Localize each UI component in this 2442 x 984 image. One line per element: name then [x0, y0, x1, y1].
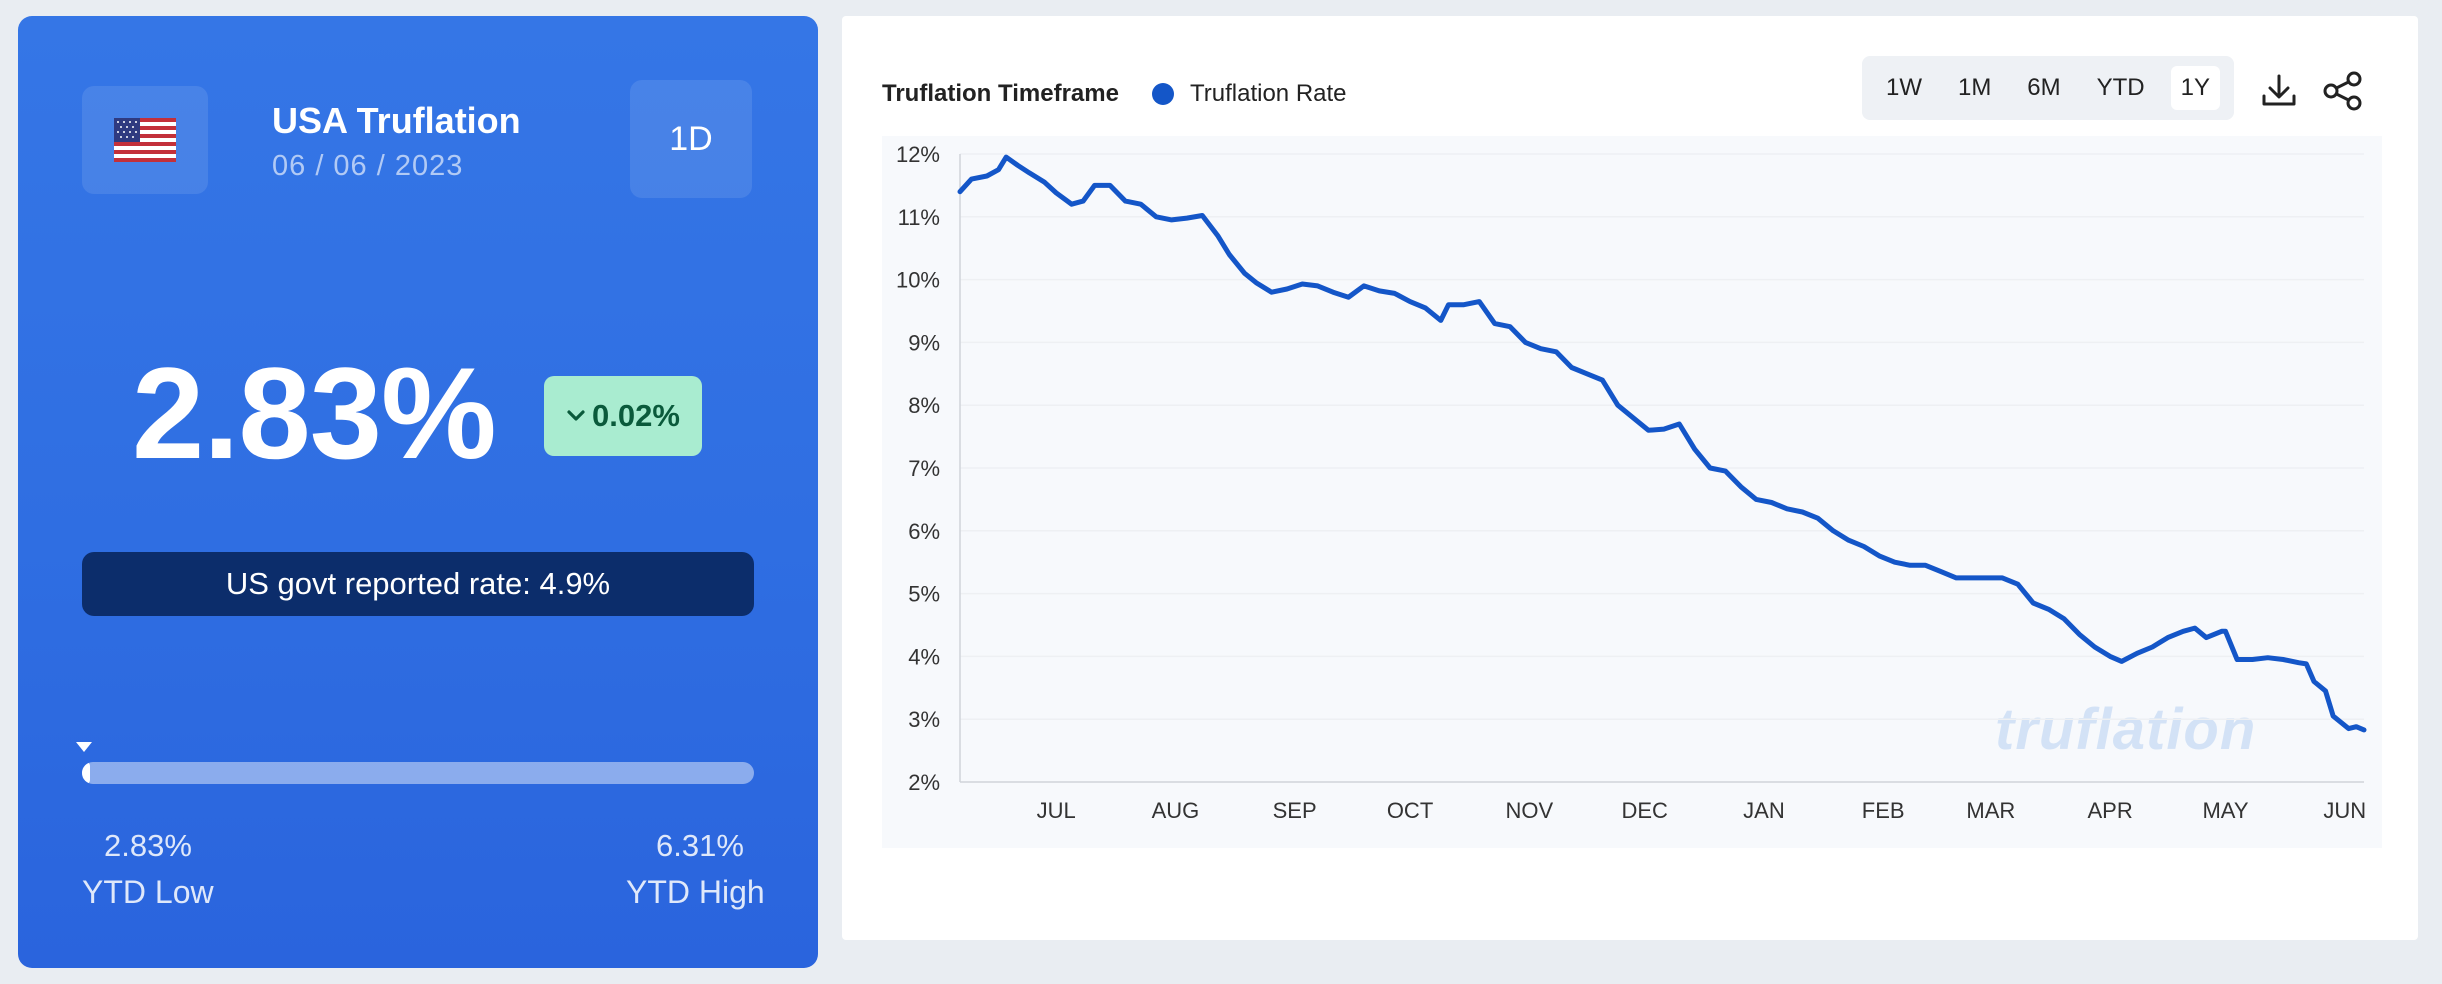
timeframe-1m[interactable]: 1M: [1957, 74, 1992, 101]
ytd-range-track: [82, 762, 754, 784]
y-tick-label: 11%: [898, 205, 940, 230]
ytd-low-label: YTD Low: [82, 874, 214, 910]
y-tick-label: 7%: [908, 456, 940, 481]
x-tick-label: MAR: [1966, 798, 2015, 823]
y-tick-label: 6%: [908, 519, 940, 544]
x-tick-label: JUL: [1037, 798, 1076, 823]
x-tick-label: MAY: [2203, 798, 2249, 823]
chevron-down-icon: [567, 410, 585, 421]
line-chart: 12% 11% 10% 9% 8% 7% 6% 5% 4% 3% 2% JUL AUG SEP OCT NOV…: [896, 142, 2367, 823]
y-tick-label: 10%: [896, 268, 940, 293]
range-marker-icon: [76, 742, 92, 752]
truflation-rate-line: [957, 154, 2367, 733]
x-tick-label: FEB: [1862, 798, 1905, 823]
share-icon[interactable]: [2320, 68, 2366, 114]
current-rate: 2.83%: [132, 340, 497, 486]
timeframe-1w[interactable]: 1W: [1885, 74, 1922, 101]
ytd-low-value: 2.83%: [104, 828, 192, 863]
y-tick-label: 3%: [908, 707, 940, 732]
timeframe-6m[interactable]: 6M: [2027, 74, 2061, 101]
date-label: 06 / 06 / 2023: [272, 150, 464, 182]
y-tick-label: 5%: [908, 582, 940, 607]
chart-legend: Truflation Rate: [1152, 80, 1347, 108]
y-tick-label: 9%: [908, 330, 940, 355]
y-tick-label: 2%: [908, 770, 940, 795]
x-tick-label: JUN: [2323, 798, 2366, 823]
chart-title: Truflation Timeframe: [882, 80, 1119, 107]
ytd-range-fill: [82, 762, 90, 784]
y-tick-label: 4%: [908, 644, 940, 669]
x-tick-label: DEC: [1621, 798, 1668, 823]
x-tick-label: JAN: [1743, 798, 1785, 823]
download-icon[interactable]: [2256, 68, 2302, 114]
ytd-high-value: 6.31%: [656, 828, 744, 863]
us-flag-icon: [114, 118, 176, 162]
period-button[interactable]: 1D: [630, 80, 752, 198]
plot-area: [882, 136, 2382, 848]
change-value: 0.02%: [592, 398, 680, 433]
truflation-watermark: truflation: [1995, 697, 2257, 762]
timeframe-selector: 1W 1M 6M YTD 1Y: [1862, 56, 2234, 120]
x-tick-label: OCT: [1387, 798, 1433, 823]
summary-card: USA Truflation 06 / 06 / 2023 1D 2.83% 0…: [18, 16, 818, 968]
flag-container: [82, 86, 208, 194]
timeframe-ytd[interactable]: YTD: [2096, 74, 2145, 101]
x-tick-label: APR: [2088, 798, 2133, 823]
x-tick-label: AUG: [1152, 798, 1200, 823]
y-tick-label: 12%: [896, 142, 940, 167]
x-tick-label: SEP: [1273, 798, 1317, 823]
page-title: USA Truflation: [272, 100, 521, 141]
legend-label: Truflation Rate: [1190, 80, 1347, 107]
timeframe-1y[interactable]: 1Y: [2170, 66, 2220, 110]
chart-card: Truflation Timeframe Truflation Rate 1W …: [842, 16, 2418, 940]
legend-dot: [1152, 83, 1174, 105]
y-tick-label: 8%: [908, 393, 940, 418]
ytd-high-label: YTD High: [626, 874, 765, 910]
change-badge: 0.02%: [544, 376, 702, 456]
x-tick-label: NOV: [1505, 798, 1553, 823]
govt-rate-banner: US govt reported rate: 4.9%: [82, 552, 754, 616]
